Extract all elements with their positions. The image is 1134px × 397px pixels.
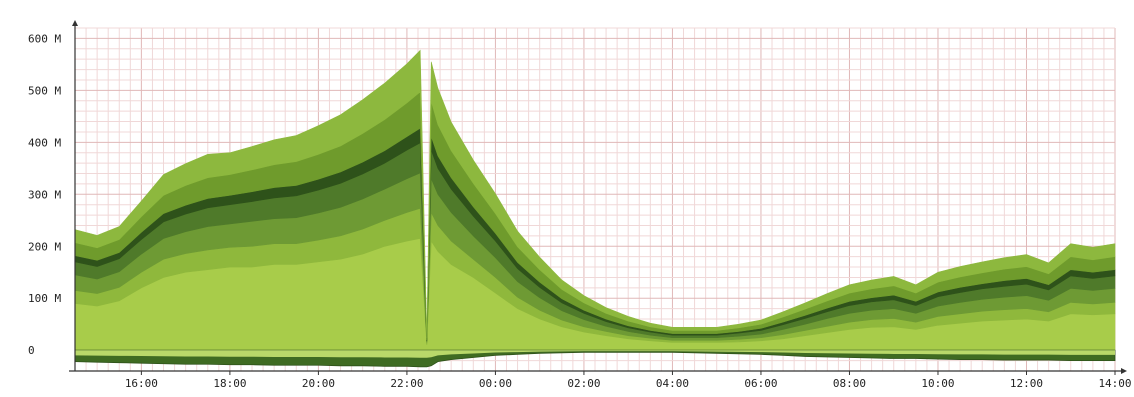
x-tick-label: 22:00	[390, 377, 423, 390]
label-layer: 0 100 M 200 M 300 M 400 M 500 M 600 M 16:00 18:0…	[28, 32, 1132, 390]
y-tick-label: 100 M	[28, 292, 61, 305]
y-axis-arrow	[72, 20, 78, 26]
x-tick-label: 10:00	[921, 377, 954, 390]
x-tick-label: 20:00	[302, 377, 335, 390]
x-tick-label: 02:00	[567, 377, 600, 390]
x-tick-label: 06:00	[744, 377, 777, 390]
y-tick-label: 500 M	[28, 84, 61, 97]
series-area-7	[74, 49, 1116, 339]
y-tick-label: 300 M	[28, 188, 61, 201]
x-tick-label: 00:00	[479, 377, 512, 390]
y-tick-label: 0	[28, 344, 35, 357]
series-layer	[74, 49, 1116, 368]
y-tick-label: 400 M	[28, 136, 61, 149]
x-tick-label: 18:00	[213, 377, 246, 390]
x-axis-arrow	[1121, 368, 1127, 374]
y-tick-label: 600 M	[28, 32, 61, 45]
axis-layer	[69, 20, 1127, 375]
x-tick-label: 08:00	[833, 377, 866, 390]
x-tick-label: 04:00	[656, 377, 689, 390]
x-tick-label: 12:00	[1010, 377, 1043, 390]
x-tick-label: 16:00	[125, 377, 158, 390]
series-area-outbound-light	[75, 350, 1115, 358]
x-tick-label: 14:00	[1098, 377, 1131, 390]
y-tick-label: 200 M	[28, 240, 61, 253]
